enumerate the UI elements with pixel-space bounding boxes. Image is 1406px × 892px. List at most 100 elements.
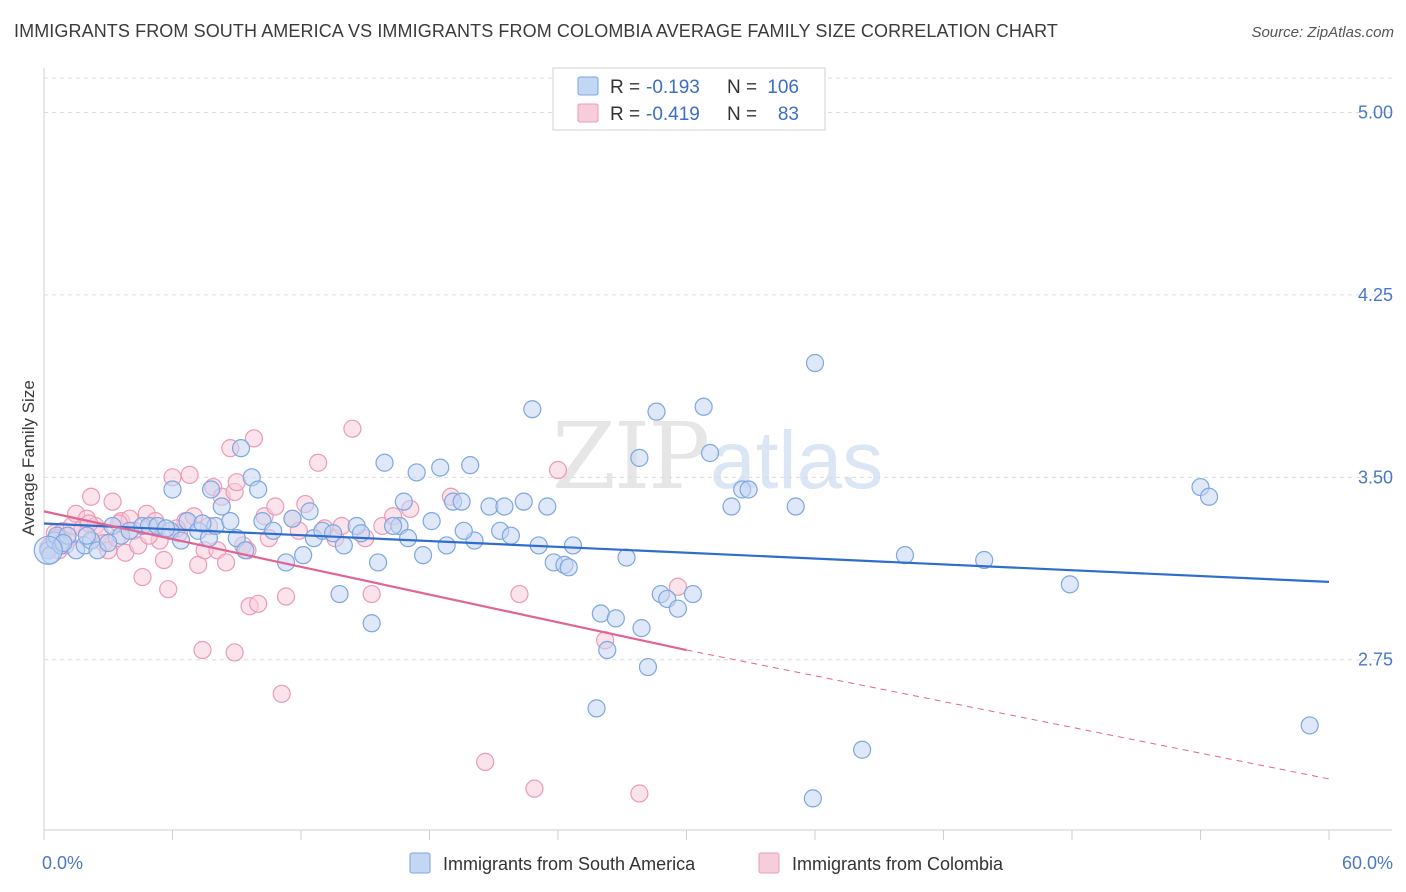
- data-point: [422, 512, 441, 531]
- legend: R = -0.193 N = 106 R = -0.419 N = 83: [552, 67, 826, 131]
- data-point: [249, 480, 268, 499]
- data-point: [225, 643, 244, 662]
- data-point: [510, 584, 529, 604]
- data-point: [805, 353, 825, 373]
- y-tick-label: 3.50: [1358, 467, 1393, 487]
- trend-line-extension-colombia: [686, 649, 1330, 780]
- y-tick-label: 2.75: [1358, 650, 1393, 670]
- data-point: [1199, 487, 1219, 506]
- data-point: [180, 465, 199, 484]
- data-point: [591, 604, 610, 623]
- data-point: [630, 448, 649, 467]
- bottom-legend-swatch-colombia: [758, 852, 780, 874]
- data-point: [632, 619, 651, 638]
- data-point: [201, 480, 221, 499]
- data-point: [154, 550, 174, 570]
- data-point: [362, 584, 381, 604]
- data-point: [452, 492, 471, 511]
- data-point: [294, 546, 313, 565]
- data-point: [739, 480, 758, 499]
- data-point: [362, 614, 381, 633]
- data-point: [398, 529, 418, 548]
- legend-n-value-2: 83: [778, 104, 799, 125]
- data-point: [244, 429, 263, 448]
- chart-title: IMMIGRANTS FROM SOUTH AMERICA VS IMMIGRA…: [14, 21, 1058, 41]
- data-point: [437, 536, 456, 555]
- data-point: [454, 521, 473, 540]
- data-point: [803, 789, 822, 808]
- data-point: [163, 480, 182, 499]
- legend-r-value-1: -0.193: [646, 77, 700, 98]
- legend-n-value-1: 106: [767, 77, 799, 98]
- x-tick-label-max: 60.0%: [1342, 853, 1393, 873]
- data-point: [330, 584, 349, 604]
- legend-n-label-1: N =: [727, 77, 757, 98]
- legend-r-value-2: -0.419: [646, 104, 700, 125]
- data-point: [700, 443, 720, 463]
- data-point: [694, 397, 713, 416]
- y-tick-label: 4.25: [1358, 285, 1393, 305]
- data-point: [212, 497, 231, 516]
- data-point: [276, 587, 296, 606]
- data-point: [538, 497, 557, 516]
- data-point: [99, 533, 118, 553]
- y-tick-label: 5.00: [1358, 102, 1393, 122]
- legend-n-label-2: N =: [727, 104, 757, 125]
- data-point: [668, 577, 688, 596]
- legend-swatch-south-america: [577, 76, 599, 96]
- data-point-large: [33, 535, 63, 565]
- trend-lines: [43, 510, 1330, 780]
- data-point: [647, 402, 666, 421]
- data-point: [383, 516, 403, 536]
- data-point: [598, 640, 617, 660]
- data-point: [722, 497, 741, 516]
- data-point: [895, 546, 915, 565]
- data-point: [525, 779, 544, 798]
- gridlines: [44, 77, 1392, 661]
- bottom-legend-swatch-south-america: [409, 852, 431, 874]
- data-point: [617, 548, 636, 567]
- bottom-legend: Immigrants from South America Immigrants…: [409, 852, 1004, 874]
- data-point: [249, 594, 268, 613]
- data-point: [193, 640, 212, 660]
- data-point: [266, 497, 285, 516]
- data-point: [407, 463, 426, 482]
- y-axis-label: Average Family Size: [19, 380, 38, 536]
- data-point: [495, 497, 514, 516]
- data-point: [82, 487, 101, 506]
- data-point: [375, 453, 394, 472]
- trend-line-colombia: [43, 510, 687, 652]
- data-point: [216, 553, 236, 572]
- watermark-zip: ZIP: [552, 403, 708, 510]
- x-tick-label-min: 0.0%: [42, 853, 83, 873]
- data-point: [630, 784, 649, 803]
- data-point: [606, 609, 625, 628]
- data-point: [587, 699, 606, 718]
- data-point: [638, 657, 658, 677]
- data-point: [786, 497, 805, 516]
- data-point: [413, 546, 433, 565]
- legend-r-label-1: R =: [610, 77, 640, 98]
- data-point: [133, 567, 152, 587]
- data-point: [548, 460, 568, 480]
- data-point: [369, 553, 388, 572]
- data-point: [231, 439, 251, 458]
- data-point: [563, 536, 583, 555]
- data-point: [394, 492, 413, 511]
- data-point: [668, 599, 688, 618]
- legend-swatch-colombia: [577, 103, 599, 123]
- data-point: [159, 580, 178, 599]
- data-point: [476, 752, 495, 771]
- data-point: [221, 512, 240, 531]
- data-point: [501, 526, 520, 545]
- bottom-legend-label-south-america: Immigrants from South America: [443, 854, 696, 874]
- data-point: [683, 584, 703, 604]
- data-point: [461, 456, 480, 475]
- data-point: [334, 536, 353, 555]
- data-point: [272, 684, 291, 703]
- data-point: [77, 526, 96, 545]
- data-point: [309, 453, 328, 472]
- source-label: Source: ZipAtlas.com: [1251, 24, 1394, 41]
- watermark: ZIP atlas: [552, 403, 883, 510]
- data-point: [343, 419, 362, 438]
